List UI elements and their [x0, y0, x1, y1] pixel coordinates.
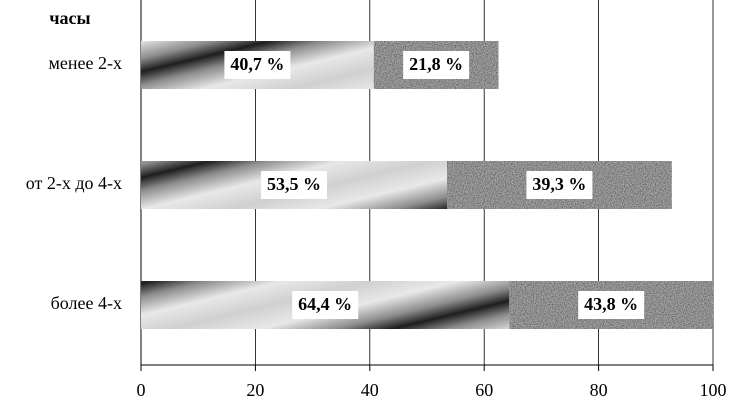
y-tick-label: более 4-х — [51, 293, 122, 313]
label-box — [403, 51, 470, 79]
x-tick-label: 40 — [361, 380, 379, 400]
value-label: 40,7 % — [230, 54, 284, 74]
label-box — [224, 51, 291, 79]
y-tick-label: менее 2-х — [49, 53, 123, 73]
value-label: 64,4 % — [298, 294, 352, 314]
y-tick-label: от 2-х до 4-х — [26, 173, 122, 193]
label-box — [526, 171, 593, 199]
plot — [141, 41, 713, 329]
axis-title: часы — [49, 8, 90, 28]
x-tick-label: 100 — [700, 380, 727, 400]
value-label: 21,8 % — [409, 54, 463, 74]
value-label: 43,8 % — [584, 294, 638, 314]
x-tick-label: 80 — [590, 380, 608, 400]
value-label: 53,5 % — [267, 174, 321, 194]
label-box — [578, 291, 645, 319]
label-box — [261, 171, 328, 199]
label-box — [292, 291, 359, 319]
x-tick-label: 0 — [137, 380, 146, 400]
x-tick-label: 60 — [475, 380, 493, 400]
x-tick-label: 20 — [246, 380, 264, 400]
value-label: 39,3 % — [532, 174, 586, 194]
